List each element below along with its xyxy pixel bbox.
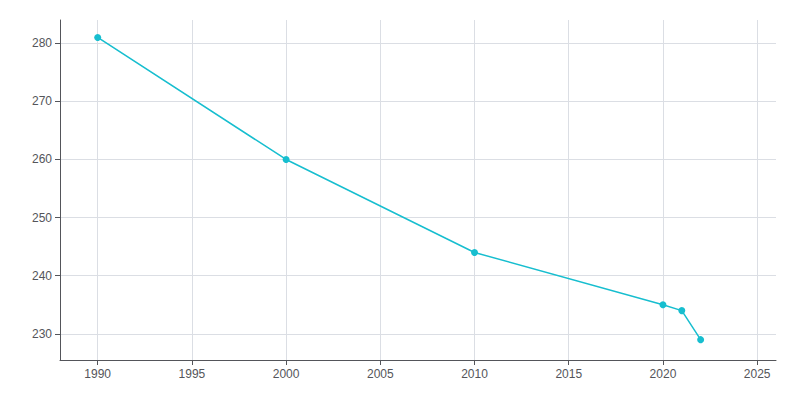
svg-text:1990: 1990 [84,367,111,381]
svg-text:250: 250 [32,211,52,225]
svg-text:1995: 1995 [179,367,206,381]
svg-text:230: 230 [32,327,52,341]
svg-text:2025: 2025 [744,367,771,381]
svg-text:2015: 2015 [555,367,582,381]
svg-text:2005: 2005 [367,367,394,381]
svg-text:280: 280 [32,36,52,50]
svg-text:2010: 2010 [461,367,488,381]
svg-text:240: 240 [32,269,52,283]
svg-text:2020: 2020 [650,367,677,381]
svg-text:2000: 2000 [273,367,300,381]
svg-text:270: 270 [32,94,52,108]
svg-text:260: 260 [32,152,52,166]
